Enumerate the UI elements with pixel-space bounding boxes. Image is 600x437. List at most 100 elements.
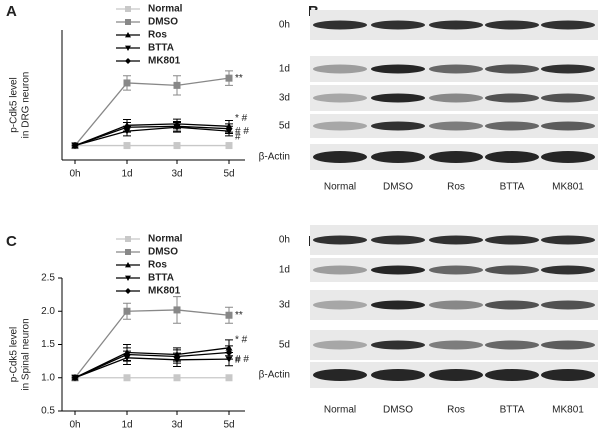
- x-tick-label: 1d: [121, 169, 132, 180]
- blot-column-label: DMSO: [383, 182, 413, 193]
- blot-band: [371, 369, 425, 381]
- y-tick-label: 0.5: [41, 406, 55, 417]
- marker: [225, 142, 233, 150]
- blot-band: [371, 340, 425, 350]
- blot-column-label: BTTA: [500, 405, 525, 416]
- blot-band: [541, 121, 595, 131]
- blot-band: [485, 340, 539, 350]
- blot-band: [313, 265, 367, 275]
- legend-label: Ros: [148, 260, 167, 271]
- blot-band: [371, 151, 425, 163]
- blot-band: [371, 64, 425, 74]
- legend-label: Normal: [148, 4, 183, 15]
- marker: [71, 142, 79, 150]
- marker: [125, 288, 131, 294]
- blot-band: [429, 369, 483, 381]
- blot-band: [313, 235, 367, 245]
- legend-label: MK801: [148, 56, 181, 67]
- legend-label: DMSO: [148, 17, 178, 28]
- marker: [125, 58, 131, 64]
- marker: [173, 81, 181, 89]
- blot-band: [541, 235, 595, 245]
- y-tick-label: 2.5: [41, 273, 55, 284]
- marker: [125, 32, 131, 38]
- panel-label: C: [6, 233, 17, 250]
- blot-row-label: 1d: [279, 265, 290, 276]
- blot-band: [429, 121, 483, 131]
- blot-band: [429, 235, 483, 245]
- x-tick-label: 3d: [171, 169, 182, 180]
- marker: [125, 19, 131, 25]
- blot-row-label: 0h: [279, 235, 290, 246]
- blot-row-label: 0h: [279, 20, 290, 31]
- blot-row-label: β-Actin: [259, 152, 290, 163]
- significance: #: [235, 131, 241, 142]
- legend-label: DMSO: [148, 247, 178, 258]
- marker: [225, 374, 233, 382]
- legend-label: Ros: [148, 30, 167, 41]
- significance: #: [235, 355, 241, 366]
- blot-column-label: Normal: [324, 405, 356, 416]
- series-line: [74, 77, 230, 146]
- legend-label: MK801: [148, 286, 181, 297]
- y-axis-label: in Spinal neuron: [21, 318, 32, 390]
- blot-band: [485, 93, 539, 103]
- blot-band: [313, 369, 367, 381]
- blot-band: [313, 151, 367, 163]
- marker: [123, 123, 131, 131]
- blot-band: [485, 64, 539, 74]
- blot-row-label: β-Actin: [259, 370, 290, 381]
- blot-row-label: 5d: [279, 121, 290, 132]
- y-axis-label: p-Cdk5 level: [9, 77, 20, 133]
- blot-band: [371, 265, 425, 275]
- blot-band: [429, 64, 483, 74]
- marker: [125, 262, 131, 268]
- blot-band: [485, 265, 539, 275]
- blot-band: [429, 265, 483, 275]
- blot-band: [371, 121, 425, 131]
- marker: [123, 307, 131, 315]
- blot-band: [485, 20, 539, 30]
- marker: [225, 125, 233, 133]
- blot-band: [541, 265, 595, 275]
- marker: [173, 352, 181, 360]
- blot-band: [429, 300, 483, 310]
- blot-column-label: DMSO: [383, 405, 413, 416]
- marker: [173, 142, 181, 150]
- blot-band: [313, 20, 367, 30]
- legend-label: BTTA: [148, 43, 174, 54]
- blot-band: [485, 300, 539, 310]
- blot-band: [541, 369, 595, 381]
- blot-band: [429, 340, 483, 350]
- x-tick-label: 5d: [223, 420, 234, 431]
- marker: [125, 6, 131, 12]
- y-axis-label: p-Cdk5 level: [9, 327, 20, 383]
- blot-band: [485, 235, 539, 245]
- series-line: [74, 347, 230, 379]
- blot-row-label: 1d: [279, 64, 290, 75]
- blot-band: [541, 64, 595, 74]
- series-line: [74, 309, 230, 379]
- marker: [123, 79, 131, 87]
- series-line: [74, 357, 230, 379]
- significance: # #: [235, 354, 249, 365]
- blot-band: [429, 20, 483, 30]
- marker: [71, 374, 79, 382]
- marker: [125, 275, 131, 281]
- blot-band: [485, 369, 539, 381]
- significance: * #: [235, 113, 248, 124]
- blot-column-label: Ros: [447, 182, 465, 193]
- series-line: [74, 123, 230, 147]
- blot-band: [541, 340, 595, 350]
- marker: [225, 311, 233, 319]
- x-tick-label: 5d: [223, 169, 234, 180]
- blot-band: [485, 151, 539, 163]
- y-tick-label: 1.0: [41, 372, 55, 383]
- blot-band: [485, 121, 539, 131]
- blot-row-label: 5d: [279, 340, 290, 351]
- blot-band: [313, 121, 367, 131]
- x-tick-label: 0h: [69, 169, 80, 180]
- blot-band: [371, 20, 425, 30]
- series-line: [74, 351, 230, 379]
